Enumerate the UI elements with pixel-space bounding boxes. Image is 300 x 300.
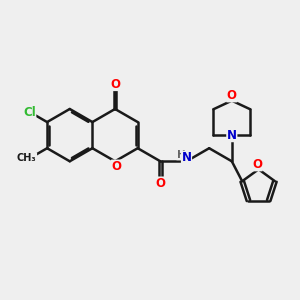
Text: Cl: Cl xyxy=(23,106,36,119)
Text: O: O xyxy=(252,158,262,171)
Text: O: O xyxy=(227,89,237,102)
Text: O: O xyxy=(110,77,120,91)
Text: N: N xyxy=(182,151,191,164)
Text: N: N xyxy=(227,129,237,142)
Text: O: O xyxy=(112,160,122,173)
Text: CH₃: CH₃ xyxy=(17,153,37,163)
Text: H: H xyxy=(177,150,185,160)
Text: O: O xyxy=(155,177,165,190)
